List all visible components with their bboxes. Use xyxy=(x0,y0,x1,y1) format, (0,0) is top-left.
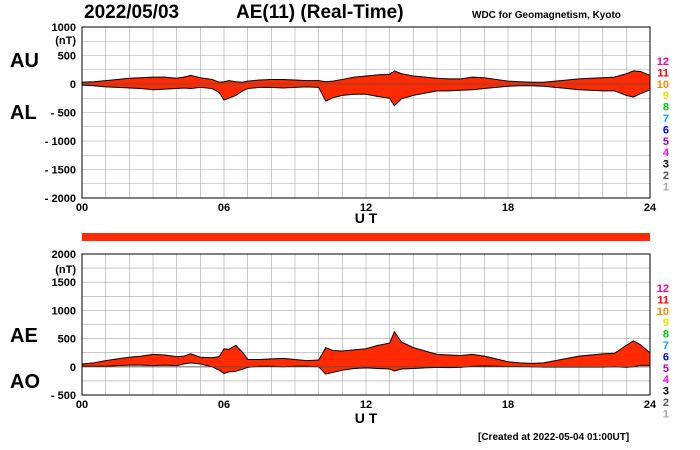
station-legend-number: 9 xyxy=(663,317,669,329)
plot-frame xyxy=(81,253,651,396)
station-legend-number: 10 xyxy=(657,306,669,318)
station-legend-number: 7 xyxy=(663,113,669,125)
y-tick-label: - 500 xyxy=(51,108,76,120)
au-series-label: AU xyxy=(10,50,39,72)
x-tick-label: 06 xyxy=(218,399,230,411)
x-tick-label: 12 xyxy=(360,202,372,214)
x-tick-label: 24 xyxy=(644,202,657,214)
y-tick-label: 1000 xyxy=(52,22,76,34)
station-legend-number: 3 xyxy=(663,159,669,171)
station-legend-number: 3 xyxy=(663,386,669,398)
y-tick-label: 0 xyxy=(70,79,76,91)
station-legend-number: 2 xyxy=(663,397,669,409)
al-series-label: AL xyxy=(10,102,37,124)
series-line-lower xyxy=(81,84,651,107)
plot-frame xyxy=(81,26,651,199)
station-legend-number: 4 xyxy=(663,374,670,386)
y-tick-label: 1000 xyxy=(52,305,76,317)
station-legend-number: 1 xyxy=(663,408,669,420)
x-tick-label: 00 xyxy=(76,399,88,411)
ao-series-label: AO xyxy=(10,371,40,393)
x-tick-label: 24 xyxy=(644,399,657,411)
series-line-upper xyxy=(81,330,651,365)
station-legend-number: 11 xyxy=(657,294,669,306)
station-legend-number: 10 xyxy=(657,79,669,91)
station-legend-number: 9 xyxy=(663,90,669,102)
data-quality-bar xyxy=(82,233,650,241)
au-al-panel: 1000 500 0 - 500 - 1000 - 1500 - 2000 (nT) 00 06 1… xyxy=(45,22,670,226)
station-legend-number: 2 xyxy=(663,170,669,182)
y-tick-label: 2000 xyxy=(52,249,76,261)
station-legend-number: 5 xyxy=(663,136,669,148)
station-legend-number: 12 xyxy=(657,283,669,295)
y-tick-label: - 1500 xyxy=(45,165,76,177)
station-legend-number: 11 xyxy=(657,67,669,79)
chart-date: 2022/05/03 xyxy=(84,2,180,23)
chart-title: AE(11) (Real-Time) xyxy=(236,2,404,23)
y-tick-label: - 1000 xyxy=(45,136,76,148)
x-tick-label: 18 xyxy=(502,399,514,411)
y-tick-label: 500 xyxy=(58,51,76,63)
x-tick-label: 06 xyxy=(218,202,230,214)
data-area xyxy=(82,331,650,375)
station-legend-number: 4 xyxy=(663,147,670,159)
x-axis-label: U T xyxy=(355,410,378,426)
data-source: WDC for Geomagnetism, Kyoto xyxy=(472,10,621,21)
y-tick-label: - 500 xyxy=(51,390,76,402)
y-tick-label: 1500 xyxy=(52,277,76,289)
y-tick-label: 0 xyxy=(70,362,76,374)
station-legend-number: 8 xyxy=(663,102,669,114)
station-legend-number: 8 xyxy=(663,329,669,341)
x-tick-label: 18 xyxy=(502,202,514,214)
station-legend-number: 1 xyxy=(663,181,669,193)
x-axis-label: U T xyxy=(355,210,378,226)
ae-series-label: AE xyxy=(10,325,38,347)
data-area xyxy=(82,70,650,106)
y-tick-label: - 2000 xyxy=(45,193,76,205)
y-tick-label: 500 xyxy=(58,334,76,346)
unit-label: (nT) xyxy=(55,35,76,47)
unit-label: (nT) xyxy=(55,264,76,276)
station-legend-number: 6 xyxy=(663,124,669,136)
series-line-upper xyxy=(81,70,651,83)
created-timestamp: [Created at 2022-05-04 01:00UT] xyxy=(478,432,630,443)
station-legend-number: 6 xyxy=(663,351,669,363)
x-tick-label: 00 xyxy=(76,202,88,214)
x-tick-label: 12 xyxy=(360,399,372,411)
station-legend-number: 7 xyxy=(663,340,669,352)
station-legend-number: 5 xyxy=(663,363,669,375)
station-legend-number: 12 xyxy=(657,56,669,68)
